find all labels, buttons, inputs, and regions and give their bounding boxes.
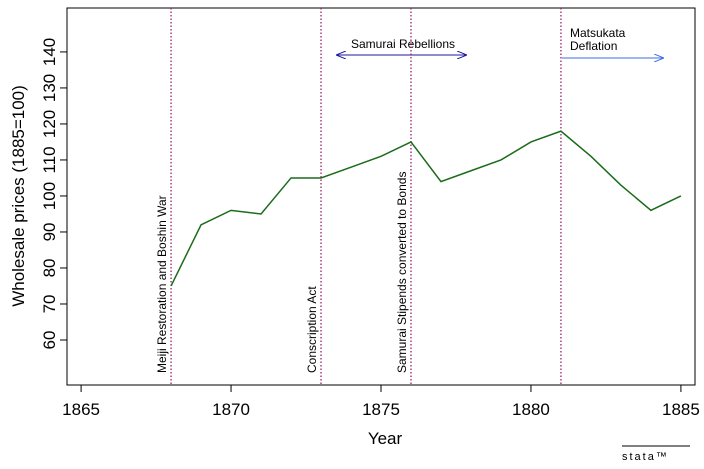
y-tick-label: 130 [40, 74, 59, 102]
annotation: Matsukata [570, 26, 626, 40]
x-tick-label: 1875 [362, 400, 400, 419]
x-tick-label: 1880 [512, 400, 550, 419]
y-tick-label: 100 [40, 182, 59, 210]
y-tick-label: 70 [40, 295, 59, 314]
event-label: Conscription Act [305, 286, 319, 373]
y-tick-label: 90 [40, 223, 59, 242]
annotation: Samurai Rebellions [351, 37, 455, 51]
watermark: stata™ [622, 451, 669, 463]
y-tick-label: 140 [40, 38, 59, 66]
y-tick-label: 60 [40, 331, 59, 350]
x-axis-title: Year [368, 429, 403, 448]
event-label: Samurai Stipends converted to Bonds [395, 172, 409, 373]
y-axis-title: Wholesale prices (1885=100) [9, 85, 28, 307]
y-tick-label: 80 [40, 259, 59, 278]
x-tick-label: 1865 [62, 400, 100, 419]
x-tick-label: 1870 [212, 400, 250, 419]
y-tick-label: 110 [40, 146, 59, 173]
event-label: Meiji Restoration and Boshin War [155, 195, 169, 373]
y-tick-label: 120 [40, 110, 59, 138]
annotation: Deflation [570, 39, 617, 53]
x-tick-label: 1885 [662, 400, 700, 419]
data-line [170, 130, 682, 287]
